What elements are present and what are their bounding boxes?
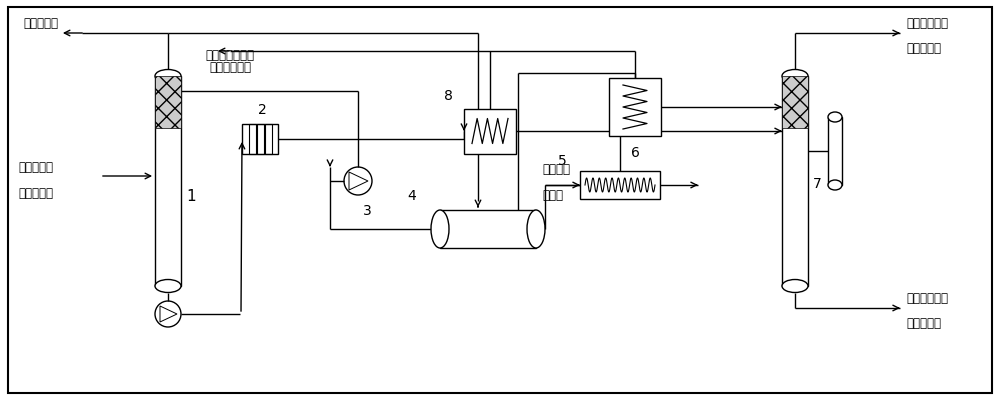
Text: 富甲醇来自: 富甲醇来自 bbox=[18, 160, 53, 174]
Ellipse shape bbox=[782, 280, 808, 293]
Bar bbox=[242, 125, 278, 155]
Bar bbox=[257, 125, 264, 155]
Bar bbox=[155, 77, 181, 129]
Text: 贫甲醇去经氨冷: 贫甲醇去经氨冷 bbox=[206, 49, 255, 62]
Ellipse shape bbox=[782, 70, 808, 83]
Text: 3: 3 bbox=[363, 203, 372, 217]
Text: 分处理装置: 分处理装置 bbox=[906, 42, 941, 55]
Ellipse shape bbox=[828, 113, 842, 123]
Bar bbox=[464, 109, 516, 154]
Text: 尾气去烟囱: 尾气去烟囱 bbox=[23, 17, 58, 30]
Text: 1: 1 bbox=[186, 189, 196, 204]
Ellipse shape bbox=[828, 180, 842, 190]
Text: 酸性气去硫组: 酸性气去硫组 bbox=[906, 17, 948, 30]
Text: 循环水来: 循环水来 bbox=[542, 162, 570, 176]
Text: 5: 5 bbox=[558, 154, 566, 168]
Bar bbox=[782, 77, 808, 129]
Text: 热侧甲醇去甲: 热侧甲醇去甲 bbox=[906, 291, 948, 304]
Ellipse shape bbox=[155, 70, 181, 83]
Text: 自管网: 自管网 bbox=[542, 188, 563, 201]
Bar bbox=[155, 77, 181, 286]
Bar bbox=[782, 77, 808, 286]
Bar bbox=[249, 125, 256, 155]
Text: 8: 8 bbox=[444, 89, 452, 103]
Text: 醇水分离塔: 醇水分离塔 bbox=[906, 316, 941, 329]
Text: 6: 6 bbox=[631, 146, 639, 160]
Text: 器进一步降温: 器进一步降温 bbox=[209, 61, 251, 74]
Ellipse shape bbox=[527, 211, 545, 248]
Bar bbox=[265, 125, 272, 155]
Text: 2: 2 bbox=[258, 103, 266, 117]
Bar bbox=[609, 79, 661, 137]
Ellipse shape bbox=[155, 280, 181, 293]
Ellipse shape bbox=[431, 211, 449, 248]
Bar bbox=[828, 118, 842, 186]
Bar bbox=[440, 211, 536, 248]
Text: 7: 7 bbox=[813, 176, 822, 190]
Text: 4: 4 bbox=[408, 188, 416, 203]
Bar bbox=[580, 172, 660, 200]
Text: 甲醇洗涤塔: 甲醇洗涤塔 bbox=[18, 186, 53, 200]
